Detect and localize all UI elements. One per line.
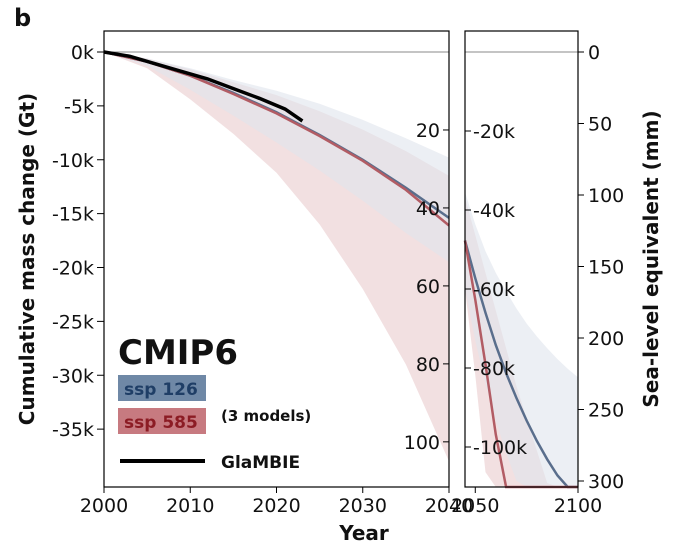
sle-right-tick-label: 300 xyxy=(588,471,624,493)
legend-models-note: (3 models) xyxy=(221,407,311,425)
line-ssp126-right xyxy=(463,240,578,489)
legend: CMIP6 ssp 126 ssp 585 (3 models) GlaMBIE xyxy=(118,333,311,473)
x-tick-label: 2050 xyxy=(451,495,499,517)
y-tick-label: -25k xyxy=(52,311,94,333)
line-glambie xyxy=(103,50,304,123)
y-axis-label: Cumulative mass change (Gt) xyxy=(15,93,39,425)
right-x-ticks: 2050 2100 xyxy=(451,487,602,517)
sle-tick-label: 20 xyxy=(416,120,440,142)
x-tick-label: 2010 xyxy=(166,495,214,517)
y-tick-label: -10k xyxy=(52,150,94,172)
band-ssp126-right xyxy=(465,192,578,487)
x-tick-label: 2030 xyxy=(339,495,387,517)
left-lines xyxy=(103,50,450,227)
y-tick-label: -30k xyxy=(52,365,94,387)
left-sle-ticks: 20 40 60 80 100 xyxy=(404,120,449,454)
band-ssp126-left xyxy=(104,52,449,263)
left-y-ticks: 0k -5k -10k -15k -20k -25k -30k -35k xyxy=(52,42,104,441)
right-panel: -20k -40k -60k -80k -100k 2050 2100 0 50 100 150… xyxy=(451,30,624,517)
x-tick-label: 2020 xyxy=(252,495,300,517)
inner-y-tick-label: -20k xyxy=(473,121,515,143)
sle-tick-label: 100 xyxy=(404,432,440,454)
sle-tick-label: 40 xyxy=(416,198,440,220)
inner-y-tick-label: -100k xyxy=(473,437,527,459)
left-panel: 0k-5k-10k-15k-20k-25k-30k-35k 2000 2010 20… xyxy=(52,30,473,517)
y-tick-label: -5k xyxy=(64,96,94,118)
legend-glambie-label: GlaMBIE xyxy=(221,453,300,473)
y2-axis-label: Sea-level equivalent (mm) xyxy=(639,110,663,407)
y-tick-label: -35k xyxy=(52,419,94,441)
x-tick-label: 2000 xyxy=(80,495,128,517)
sle-right-tick-label: 0 xyxy=(588,42,600,64)
left-x-ticks: 2000 2010 2020 2030 2040 xyxy=(80,487,473,517)
inner-y-tick-label: -40k xyxy=(473,200,515,222)
x-tick-label: 2100 xyxy=(554,495,602,517)
panel-label: b xyxy=(14,4,31,32)
sle-right-tick-label: 100 xyxy=(588,185,624,207)
sle-right-tick-label: 150 xyxy=(588,257,624,279)
y-tick-label: -15k xyxy=(52,204,94,226)
legend-ssp585-label: ssp 585 xyxy=(124,413,198,433)
right-sle-ticks: 0 50 100 150 200 250 300 xyxy=(578,42,624,493)
sle-tick-label: 80 xyxy=(416,354,440,376)
y-tick-label: -20k xyxy=(52,258,94,280)
sle-right-tick-label: 200 xyxy=(588,328,624,350)
sle-right-tick-label: 250 xyxy=(588,400,624,422)
sle-right-tick-label: 50 xyxy=(588,114,612,136)
legend-ssp126-label: ssp 126 xyxy=(124,380,198,400)
inner-y-tick-label: -60k xyxy=(473,279,515,301)
sle-tick-label: 60 xyxy=(416,276,440,298)
x-axis-label: Year xyxy=(338,521,389,545)
left-bands xyxy=(104,52,449,462)
inner-y-tick-label: -80k xyxy=(473,358,515,380)
right-y-ticks: -20k -40k -60k -80k -100k xyxy=(465,121,527,459)
legend-ssp585-swatch xyxy=(118,408,206,434)
y-tick-label: 0k xyxy=(71,42,94,64)
x-tick-label: 2040 xyxy=(425,495,473,517)
right-plot-frame xyxy=(464,30,579,488)
legend-ssp126-swatch xyxy=(118,375,206,401)
legend-title: CMIP6 xyxy=(118,333,238,373)
